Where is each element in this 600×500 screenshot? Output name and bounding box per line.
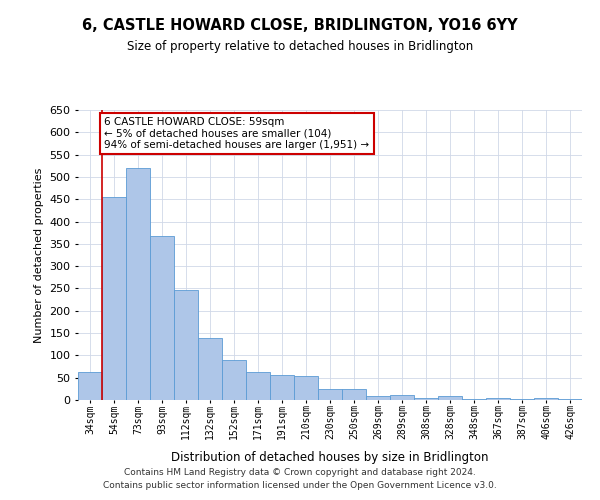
Text: Contains HM Land Registry data © Crown copyright and database right 2024.: Contains HM Land Registry data © Crown c… [124, 468, 476, 477]
Bar [534, 398, 558, 400]
Bar [102, 197, 126, 400]
Bar [486, 398, 510, 400]
Bar [414, 398, 438, 400]
Bar [78, 372, 102, 400]
Bar [462, 399, 486, 400]
Bar [246, 372, 270, 400]
Bar [150, 236, 174, 400]
Bar [174, 290, 198, 400]
Text: Size of property relative to detached houses in Bridlington: Size of property relative to detached ho… [127, 40, 473, 53]
Text: 6, CASTLE HOWARD CLOSE, BRIDLINGTON, YO16 6YY: 6, CASTLE HOWARD CLOSE, BRIDLINGTON, YO1… [82, 18, 518, 32]
Text: Distribution of detached houses by size in Bridlington: Distribution of detached houses by size … [171, 451, 489, 464]
Bar [438, 396, 462, 400]
Bar [390, 394, 414, 400]
Bar [270, 374, 294, 400]
Bar [294, 376, 318, 400]
Bar [510, 398, 534, 400]
Bar [342, 389, 366, 400]
Bar [318, 389, 342, 400]
Bar [366, 396, 390, 400]
Text: Contains public sector information licensed under the Open Government Licence v3: Contains public sector information licen… [103, 480, 497, 490]
Bar [198, 338, 222, 400]
Bar [558, 398, 582, 400]
Bar [222, 360, 246, 400]
Bar [126, 168, 150, 400]
Y-axis label: Number of detached properties: Number of detached properties [34, 168, 44, 342]
Text: 6 CASTLE HOWARD CLOSE: 59sqm
← 5% of detached houses are smaller (104)
94% of se: 6 CASTLE HOWARD CLOSE: 59sqm ← 5% of det… [104, 116, 370, 150]
